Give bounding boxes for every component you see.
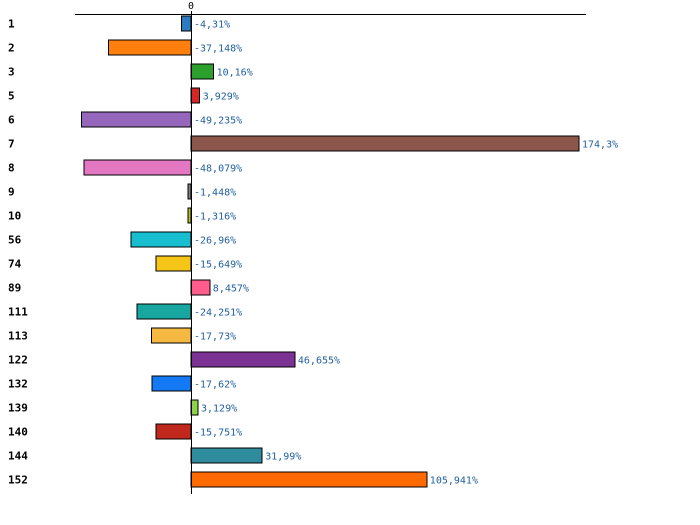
category-label-132: 132	[8, 378, 28, 391]
value-label-2: -37,148%	[194, 44, 242, 55]
bar-6	[80, 111, 192, 128]
category-label-113: 113	[8, 330, 28, 343]
category-label-144: 144	[8, 450, 28, 463]
category-label-10: 10	[8, 210, 21, 223]
category-label-74: 74	[8, 258, 22, 271]
category-label-6: 6	[8, 114, 15, 127]
value-label-3: 10,16%	[217, 68, 253, 79]
category-label-139: 139	[8, 402, 28, 415]
bar-9	[187, 183, 192, 200]
category-label-140: 140	[8, 426, 28, 439]
value-labels-group: -4,31% -37,148% 10,16% 3,929% -49,235% 174,3%…	[194, 20, 618, 487]
value-label-74: -15,649%	[194, 260, 242, 271]
value-label-122: 46,655%	[298, 356, 340, 367]
value-label-113: -17,73%	[194, 332, 236, 343]
category-label-7: 7	[8, 138, 15, 151]
category-label-3: 3	[8, 66, 15, 79]
bar-152	[190, 471, 428, 488]
bar-111	[136, 303, 192, 320]
category-label-8: 8	[8, 162, 15, 175]
value-label-152: 105,941%	[430, 476, 478, 487]
value-label-132: -17,62%	[194, 380, 236, 391]
bar-10	[187, 207, 192, 224]
bars-group	[80, 15, 580, 488]
category-label-5: 5	[8, 90, 15, 103]
bar-122	[190, 351, 296, 368]
value-label-111: -24,251%	[194, 308, 242, 319]
category-label-56: 56	[8, 234, 22, 247]
bar-132	[151, 375, 192, 392]
bar-144	[190, 447, 263, 464]
category-label-89: 89	[8, 282, 21, 295]
category-label-122: 122	[8, 354, 28, 367]
value-label-9: -1,448%	[194, 188, 236, 199]
value-label-5: 3,929%	[203, 92, 239, 103]
value-label-89: 8,457%	[213, 284, 249, 295]
bar-5	[190, 87, 201, 104]
category-label-152: 152	[8, 474, 28, 487]
bar-1	[180, 15, 192, 32]
bar-74	[155, 255, 192, 272]
bar-140	[155, 423, 192, 440]
value-label-10: -1,316%	[194, 212, 236, 223]
value-label-7: 174,3%	[582, 140, 618, 151]
bar-56	[130, 231, 192, 248]
bar-8	[83, 159, 192, 176]
bar-3	[190, 63, 215, 80]
value-label-56: -26,96%	[194, 236, 236, 247]
value-label-140: -15,751%	[194, 428, 242, 439]
category-label-111: 111	[8, 306, 28, 319]
value-label-139: 3,129%	[201, 404, 237, 415]
bar-89	[190, 279, 211, 296]
zero-tick-label: 0	[188, 1, 194, 12]
category-label-2: 2	[8, 42, 15, 55]
bar-7	[190, 135, 580, 152]
bar-139	[190, 399, 199, 416]
bar-113	[151, 327, 192, 344]
category-label-9: 9	[8, 186, 15, 199]
value-label-1: -4,31%	[194, 20, 230, 31]
bar-2	[107, 39, 192, 56]
value-label-6: -49,235%	[194, 116, 242, 127]
value-label-144: 31,99%	[265, 452, 301, 463]
value-label-8: -48,079%	[194, 164, 242, 175]
category-label-1: 1	[8, 18, 15, 31]
